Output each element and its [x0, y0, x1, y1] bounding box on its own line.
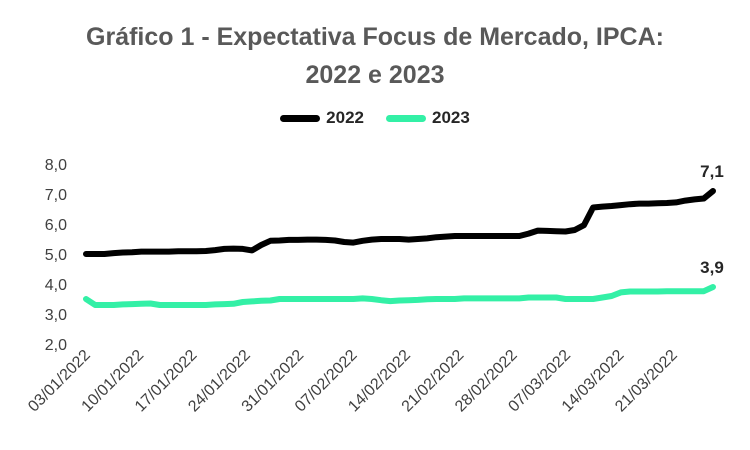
- y-tick-label: 2,0: [45, 337, 67, 354]
- legend-swatch-2023: [386, 114, 426, 122]
- legend-label-2022: 2022: [326, 108, 364, 127]
- legend-item-2022: 2022: [280, 108, 364, 128]
- data-label-2023: 3,9: [700, 258, 724, 277]
- y-tick-label: 6,0: [45, 217, 67, 234]
- chart-title: Gráfico 1 - Expectativa Focus de Mercado…: [0, 18, 750, 94]
- y-tick-label: 5,0: [45, 247, 67, 264]
- y-tick-label: 8,0: [45, 157, 67, 174]
- chart-title-line-1: Gráfico 1 - Expectativa Focus de Mercado…: [86, 23, 664, 51]
- legend-swatch-2022: [280, 114, 321, 122]
- y-tick-label: 7,0: [45, 187, 67, 204]
- chart-title-line-2: 2022 e 2023: [305, 61, 445, 89]
- series-line-2022: [83, 188, 716, 257]
- legend-label-2023: 2023: [432, 108, 470, 127]
- legend-item-2023: 2023: [386, 108, 470, 128]
- y-tick-label: 3,0: [45, 307, 67, 324]
- chart-legend: 2022 2023: [0, 108, 750, 128]
- data-label-2022: 7,1: [700, 162, 724, 181]
- y-tick-label: 4,0: [45, 277, 67, 294]
- series-line-2023: [83, 284, 716, 308]
